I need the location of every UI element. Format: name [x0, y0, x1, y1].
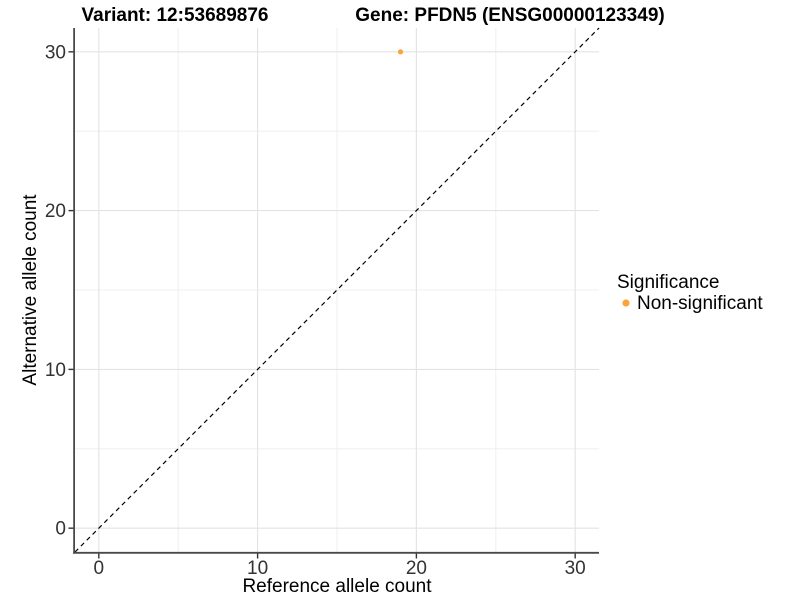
y-tick-label: 10 — [45, 360, 66, 381]
legend-title: Significance — [617, 272, 719, 293]
legend: Significance Non-significant — [617, 272, 763, 314]
plot-title-variant: Variant: 12:53689876 — [82, 5, 269, 26]
x-tick-label: 20 — [406, 558, 427, 579]
axes — [68, 28, 599, 559]
scatter-point — [397, 49, 404, 55]
y-axis-title: Alternative allele count — [20, 194, 41, 386]
major-gridlines — [75, 28, 599, 552]
data-points — [397, 49, 404, 55]
x-axis-title: Reference allele count — [242, 576, 432, 597]
legend-marker-dot — [622, 299, 630, 307]
x-tick-label: 10 — [247, 558, 268, 579]
legend-item-label: Non-significant — [637, 293, 763, 314]
y-tick-label: 0 — [55, 519, 66, 540]
minor-gridlines — [75, 28, 599, 552]
x-tick-label: 0 — [94, 558, 105, 579]
identity-reference-line — [74, 27, 600, 553]
y-tick-label: 30 — [45, 42, 66, 63]
tick-labels: 0 10 20 30 0 10 20 30 — [45, 42, 586, 579]
y-tick-label: 20 — [45, 201, 66, 222]
x-tick-label: 30 — [565, 558, 586, 579]
legend-items: Non-significant — [622, 293, 763, 314]
plot-title-gene: Gene: PFDN5 (ENSG00000123349) — [355, 5, 664, 26]
